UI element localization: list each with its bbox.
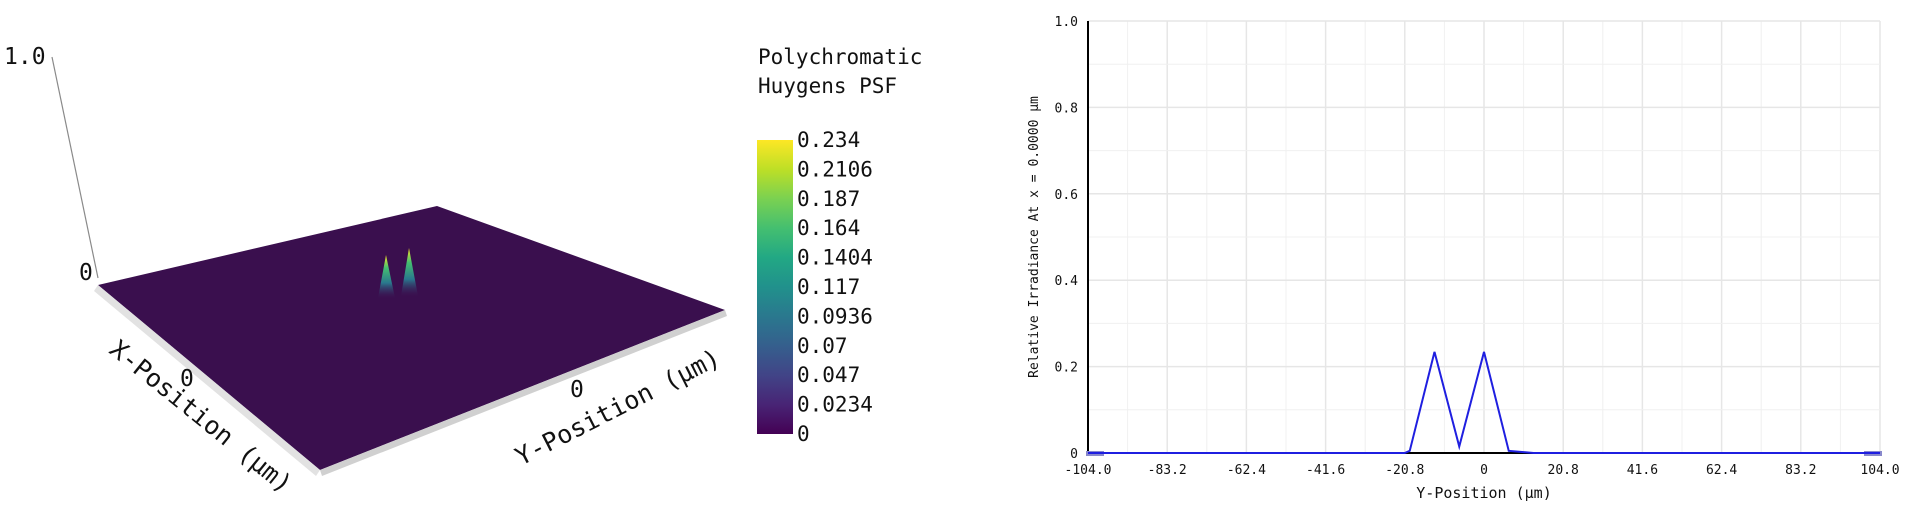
colorbar-tick-label: 0.164 xyxy=(797,216,860,240)
x-axis-label-2d: Y-Position (µm) xyxy=(1416,484,1551,502)
psf-peak-1 xyxy=(378,255,395,298)
colorbar-tick-label: 0.1404 xyxy=(797,246,873,270)
irradiance-line xyxy=(1088,351,1880,454)
x-tick-label: 20.8 xyxy=(1548,463,1579,478)
y-tick-0: 0 xyxy=(570,377,584,403)
psf-surface xyxy=(98,206,725,470)
irradiance-line-plot: -104.0 -83.2 -62.4 -41.6 -20.8 0 20.8 41.6 62.4 8… xyxy=(980,0,1906,517)
surface-edge-left xyxy=(94,285,320,476)
x-tick-label: -104.0 xyxy=(1065,463,1112,478)
plot-grid xyxy=(1087,20,1881,454)
x-tick-label: 62.4 xyxy=(1706,463,1737,478)
colorbar-ticks: 0.234 0.2106 0.187 0.164 0.1404 0.117 0.0936 0.… xyxy=(797,128,873,446)
y-tick-label: 0.8 xyxy=(1055,101,1078,116)
x-tick-0: 0 xyxy=(180,366,194,392)
colorbar-tick-label: 0.0936 xyxy=(797,304,873,328)
y-tick-label: 0.2 xyxy=(1055,361,1078,376)
x-tick-label: 83.2 xyxy=(1785,463,1816,478)
colorbar-tick-label: 0 xyxy=(797,422,810,446)
y-tick-label: 0 xyxy=(1070,447,1078,462)
plot-series xyxy=(1088,351,1880,454)
psf-peak-2 xyxy=(401,248,418,296)
psf-3d-svg: 1.0 0 0 0 X-Position (µm) Y-Position (µm… xyxy=(4,44,922,499)
z-axis-line xyxy=(51,56,99,279)
y-tick-label: 0.6 xyxy=(1055,188,1078,203)
y-tick-label: 0.4 xyxy=(1055,274,1079,289)
surface-edge-front xyxy=(320,310,727,476)
colorbar-tick-label: 0.047 xyxy=(797,363,860,387)
x-tick-label: 0 xyxy=(1480,463,1488,478)
irradiance-svg: -104.0 -83.2 -62.4 -41.6 -20.8 0 20.8 41.6 62.4 8… xyxy=(1027,15,1900,502)
y-tick-label: 1.0 xyxy=(1055,15,1078,30)
x-tick-label: -41.6 xyxy=(1306,463,1345,478)
colorbar xyxy=(757,140,793,434)
z-tick-min: 0 xyxy=(79,260,93,286)
z-tick-max: 1.0 xyxy=(4,44,46,70)
psf-3d-plot: 1.0 0 0 0 X-Position (µm) Y-Position (µm… xyxy=(0,0,960,517)
x-tick-label: 104.0 xyxy=(1860,463,1899,478)
colorbar-tick-label: 0.2106 xyxy=(797,157,873,181)
colorbar-tick-label: 0.117 xyxy=(797,275,860,299)
x-tick-label: -20.8 xyxy=(1385,463,1424,478)
x-tick-label: 41.6 xyxy=(1627,463,1658,478)
y-axis-label-2d: Relative Irradiance At x = 0.0000 µm xyxy=(1027,96,1042,378)
colorbar-title-line1: Polychromatic xyxy=(758,45,922,69)
colorbar-tick-label: 0.0234 xyxy=(797,393,873,417)
x-tick-label: -62.4 xyxy=(1227,463,1266,478)
colorbar-tick-label: 0.187 xyxy=(797,187,860,211)
colorbar-title-line2: Huygens PSF xyxy=(758,74,897,98)
colorbar-tick-label: 0.07 xyxy=(797,334,848,358)
colorbar-tick-label: 0.234 xyxy=(797,128,860,152)
x-tick-label: -83.2 xyxy=(1148,463,1187,478)
plot-ticks: -104.0 -83.2 -62.4 -41.6 -20.8 0 20.8 41.6 62.4 8… xyxy=(1055,15,1900,478)
